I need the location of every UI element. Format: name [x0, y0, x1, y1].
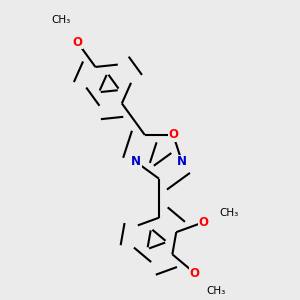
- Text: O: O: [168, 128, 178, 141]
- Text: N: N: [131, 155, 141, 169]
- Text: CH₃: CH₃: [51, 15, 70, 25]
- Text: O: O: [190, 267, 200, 280]
- Text: N: N: [177, 155, 187, 169]
- Text: CH₃: CH₃: [206, 286, 225, 296]
- Text: CH₃: CH₃: [220, 208, 239, 218]
- Text: O: O: [73, 36, 82, 49]
- Text: O: O: [199, 216, 209, 229]
